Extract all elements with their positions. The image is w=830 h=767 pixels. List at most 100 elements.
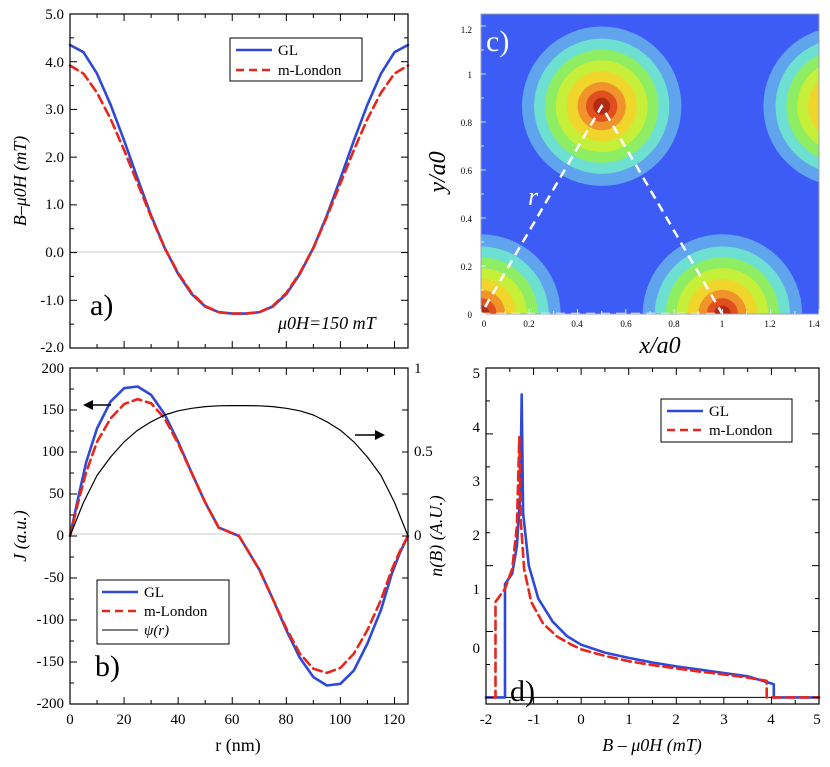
panel-c-ytick: 1	[468, 70, 473, 80]
panel-d-legend-box	[660, 398, 793, 443]
panel-d-ytick: 5	[473, 366, 481, 382]
panel-c-xtick: 1.2	[764, 319, 775, 329]
panel-a-ytick: 5.0	[45, 7, 64, 23]
panel-b-ytick: 100	[42, 444, 65, 460]
panel-c-xtick: 0.2	[523, 319, 534, 329]
series-line-gl	[68, 43, 410, 315]
panel-a-curves	[68, 43, 410, 315]
panel-c-ytick: 1.2	[461, 25, 472, 35]
panel-d-xtick: 2	[672, 712, 680, 728]
legend-label-gl: GL	[278, 43, 298, 59]
legend-label-m-london: m-London	[278, 63, 342, 79]
panel-c-xtick: 1	[720, 319, 725, 329]
arrow-right-icon	[355, 430, 385, 440]
panel-b-xtick: 0	[66, 712, 74, 728]
panel-b-ytick: -150	[37, 654, 65, 670]
panel-c-xtick: 0.4	[571, 319, 583, 329]
panel-b-xtick: 20	[117, 712, 132, 728]
panel-a-ytick: 1.0	[45, 197, 64, 213]
panel-c: 0 0.2 0.4 0.6 0.8 1 1.2 0 0.2 0.4 0.6 0.…	[425, 13, 830, 359]
panel-d-ytick: 2	[473, 528, 481, 544]
panel-c-ytick: 0	[468, 310, 473, 320]
panel-a-ytick: 4.0	[45, 55, 64, 71]
panel-a-legend: GL m-London	[229, 37, 363, 82]
panel-b-ytick: 200	[42, 361, 65, 377]
panel-b-xtick: 120	[383, 712, 406, 728]
panel-b-ytick-right: 1	[414, 361, 422, 377]
panel-d-xtick: 5	[813, 712, 821, 728]
panel-d-xtick: 3	[720, 712, 728, 728]
panel-b-ytick-right: 0.5	[414, 444, 433, 460]
panel-c-xtick: 0	[482, 319, 487, 329]
legend-label-m-london: m-London	[709, 423, 773, 439]
panel-c-xtick: 0.8	[668, 319, 680, 329]
panel-a-label: a)	[90, 289, 113, 322]
panel-c-xlabel: x/a0	[638, 333, 680, 359]
panel-b-ytick: 0	[57, 528, 65, 544]
panel-c-r-label: r	[528, 182, 539, 211]
panel-d-ytick: 0	[473, 641, 481, 657]
panel-b-ytick-right: 0	[414, 528, 422, 544]
field-contour	[481, 305, 490, 314]
series-line-m-london	[68, 397, 410, 675]
panel-c-label: c)	[486, 25, 509, 58]
legend-label-gl: GL	[144, 585, 164, 601]
panel-a-legend-box	[229, 37, 363, 82]
panel-a-ytick: -2.0	[40, 340, 64, 356]
panel-b-label: b)	[95, 650, 120, 683]
panel-c-ytick: 0.2	[461, 262, 472, 272]
series-line-gl	[484, 393, 821, 699]
panel-d-xlabel: B – μ0H (mT)	[602, 735, 702, 756]
panel-d-ytick: 3	[473, 474, 481, 490]
panel-d-ytick: 1	[473, 582, 481, 598]
panel-d-ytick: 4	[473, 420, 481, 436]
panel-b-curves	[68, 385, 410, 687]
panel-b: 200 150 100 50 0 -50 -100 -150 -200 1 0.…	[10, 361, 433, 756]
legend-label-m-london: m-London	[144, 604, 208, 620]
panel-b-ytick: -200	[37, 696, 65, 712]
panel-d-xtick: -2	[480, 712, 493, 728]
panel-b-xtick: 40	[171, 712, 186, 728]
panel-a-ticks	[69, 13, 408, 349]
panel-b-xtick: 60	[225, 712, 240, 728]
field-contour	[819, 82, 830, 130]
series-line--r	[69, 405, 409, 537]
panel-a-ytick: 2.0	[45, 150, 64, 166]
panel-d-legend: GL m-London	[660, 398, 793, 443]
panel-d-xtick: 1	[625, 712, 633, 728]
panel-c-ytick: 0.6	[461, 166, 473, 176]
arrow-left-icon	[83, 400, 111, 410]
panel-b-ytick: -50	[44, 570, 64, 586]
panel-a-ytick: -1.0	[40, 293, 64, 309]
panel-d-curves	[484, 393, 821, 699]
panel-a-annotation: μ0H=150 mT	[277, 313, 378, 333]
panel-d-label: d)	[510, 675, 535, 708]
series-line-m-london	[68, 64, 410, 315]
panel-c-xtick: 0.6	[620, 319, 632, 329]
field-contour	[808, 80, 819, 132]
panel-d-xtick: 4	[767, 712, 775, 728]
panel-d: 5 4 3 2 1 0 -2 -1 0 1 2 3 4 5 B – μ0H (m…	[426, 366, 821, 756]
panel-d-xtick: -1	[528, 712, 541, 728]
panel-b-ytick: 50	[49, 486, 64, 502]
legend-label-psi: ψ(r)	[144, 623, 169, 639]
series-line-m-london	[491, 435, 821, 699]
panel-c-xtick: 1.4	[808, 319, 820, 329]
panel-c-ticks	[480, 25, 820, 315]
panel-b-xtick: 100	[329, 712, 352, 728]
panel-d-xtick: 0	[577, 712, 585, 728]
panel-a-ytick: 0.0	[45, 245, 64, 261]
panel-b-ytick: -100	[37, 612, 65, 628]
panel-a: 5.0 4.0 3.0 2.0 1.0 0.0 -1.0 -2.0 B–μ0H …	[10, 7, 410, 356]
panel-d-ticks	[485, 367, 820, 704]
panel-c-ylabel: y/a0	[425, 151, 451, 194]
panel-b-ticks	[69, 367, 408, 705]
panel-d-ylabel: n(B) (A.U.)	[426, 495, 447, 576]
panel-c-field-map	[481, 14, 830, 314]
panel-b-ytick: 150	[42, 402, 65, 418]
panel-a-ylabel: B–μ0H (mT)	[10, 136, 31, 227]
panel-c-ytick: 0.4	[461, 214, 473, 224]
panel-c-ytick: 0.8	[461, 118, 473, 128]
panel-b-ylabel: J (a.u.)	[10, 510, 31, 561]
